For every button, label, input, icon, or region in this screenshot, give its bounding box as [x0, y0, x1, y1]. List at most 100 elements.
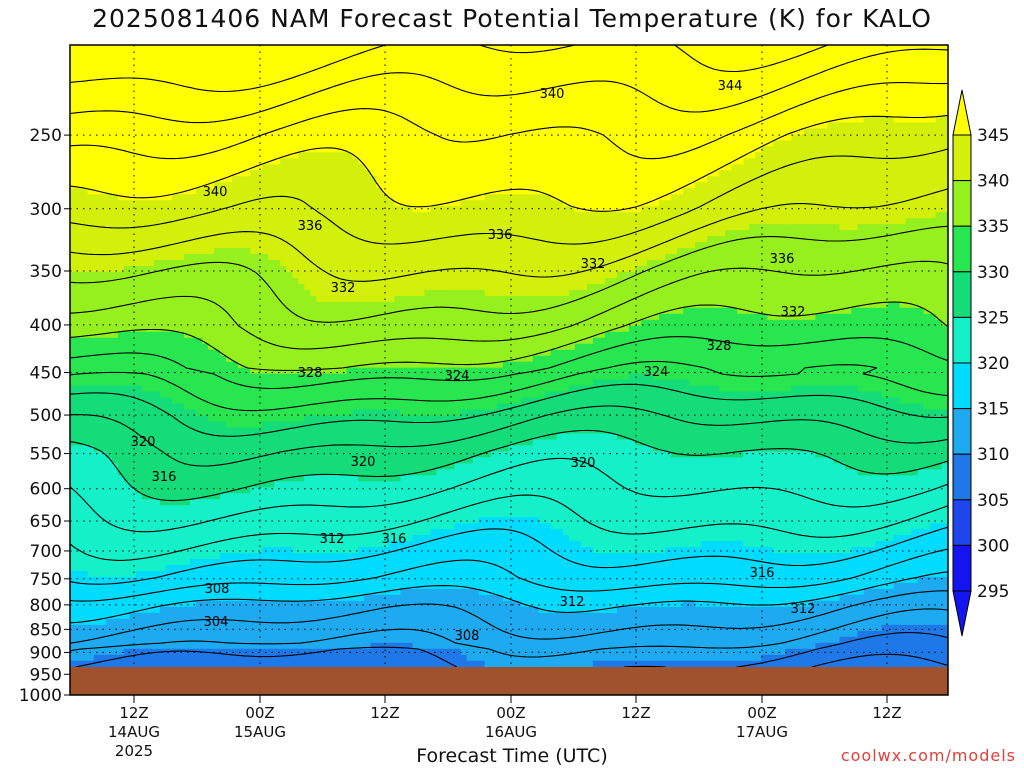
color-band-cell [394, 594, 402, 644]
color-band-cell [653, 260, 660, 321]
color-band-cell [202, 45, 209, 189]
color-band-cell [713, 606, 720, 662]
color-band-cell [737, 230, 744, 315]
color-band-cell [129, 45, 137, 201]
color-band-cell [610, 379, 618, 435]
color-band-cell [394, 409, 402, 482]
color-band-cell [226, 600, 233, 650]
color-band-cell [923, 218, 931, 315]
color-band-cell [376, 301, 384, 369]
color-band-cell [183, 45, 191, 195]
color-band-cell [833, 553, 841, 602]
color-band-cell [135, 265, 143, 333]
color-band-cell [719, 170, 726, 237]
color-band-cell [346, 648, 353, 667]
color-band-cell [352, 648, 359, 667]
color-band-cell [352, 409, 359, 476]
color-band-cell [442, 529, 450, 590]
color-band-cell [610, 433, 618, 554]
color-band-cell [598, 553, 606, 614]
color-band-cell [442, 289, 450, 369]
color-band-cell [376, 481, 384, 548]
color-band-cell [280, 648, 287, 667]
color-band-cell [562, 391, 570, 435]
color-band-cell [87, 194, 95, 273]
color-band-cell [292, 373, 299, 423]
color-band-cell [809, 45, 816, 130]
color-band-cell [508, 45, 516, 195]
color-band-cell [869, 475, 877, 548]
color-band-cell [616, 331, 624, 381]
color-band-cell [280, 265, 287, 375]
color-band-cell [598, 212, 606, 285]
color-band-cell [616, 379, 624, 441]
color-band-cell [147, 612, 155, 650]
color-band-cell [647, 45, 654, 207]
color-band-cell [70, 571, 77, 626]
color-band-cell [208, 559, 215, 602]
color-band-cell [280, 158, 287, 267]
contour-label: 336 [770, 252, 795, 267]
colorbar-extend-top [952, 89, 972, 136]
color-band-cell [460, 367, 468, 411]
color-band-cell [358, 164, 365, 303]
color-band-cell [869, 588, 877, 632]
color-band-cell [532, 45, 540, 195]
color-band-cell [87, 271, 95, 339]
color-band-cell [538, 295, 546, 357]
color-band-cell [749, 391, 756, 452]
color-band-cell [647, 206, 654, 261]
color-band-cell [388, 481, 396, 542]
color-band-cell [791, 648, 798, 667]
color-band-cell [478, 457, 486, 518]
contour-line-342 [70, 82, 948, 160]
color-band-cell [725, 606, 732, 662]
color-band-cell [171, 260, 179, 333]
color-band-cell [550, 349, 558, 393]
color-band-cell [653, 606, 660, 662]
color-band-cell [598, 379, 606, 435]
color-band-cell [917, 307, 925, 405]
color-band-cell [340, 373, 347, 417]
color-band-cell [129, 331, 137, 387]
color-band-cell [502, 600, 510, 667]
color-band-cell [628, 212, 636, 273]
color-band-cell [502, 361, 510, 405]
color-band-cell [195, 188, 203, 255]
color-band-cell [195, 337, 203, 417]
color-band-cell [358, 600, 365, 650]
color-band-cell [647, 319, 654, 375]
color-band-cell [496, 594, 504, 667]
color-band-cell [514, 361, 522, 405]
color-band-cell [466, 463, 474, 524]
color-band-cell [232, 427, 239, 494]
color-band-cell [538, 194, 546, 297]
color-band-cell [929, 218, 937, 315]
color-band-cell [941, 523, 948, 578]
color-band-cell [340, 45, 347, 153]
color-band-cell [316, 373, 323, 417]
color-band-cell [857, 45, 865, 124]
color-band-cell [941, 45, 948, 118]
color-band-cell [761, 606, 768, 656]
contour-label: 316 [750, 566, 775, 581]
y-tick-label: 800 [30, 596, 62, 616]
color-band-cell [226, 648, 233, 667]
color-band-cell [75, 188, 83, 273]
color-band-cell [141, 45, 149, 201]
color-band-cell [767, 547, 774, 608]
colorbar-label: 320 [977, 354, 1009, 374]
color-band-cell [622, 331, 630, 381]
color-band-cell [707, 176, 714, 237]
color-band-cell [659, 313, 666, 381]
color-band-cell [851, 230, 859, 309]
color-band-cell [929, 523, 937, 578]
color-band-cell [111, 576, 119, 620]
color-band-cell [370, 301, 377, 369]
color-band-cell [923, 45, 931, 124]
contour-line-328 [70, 336, 948, 390]
color-band-cell [671, 194, 678, 255]
color-band-cell [634, 553, 642, 608]
color-band-cell [322, 301, 329, 375]
